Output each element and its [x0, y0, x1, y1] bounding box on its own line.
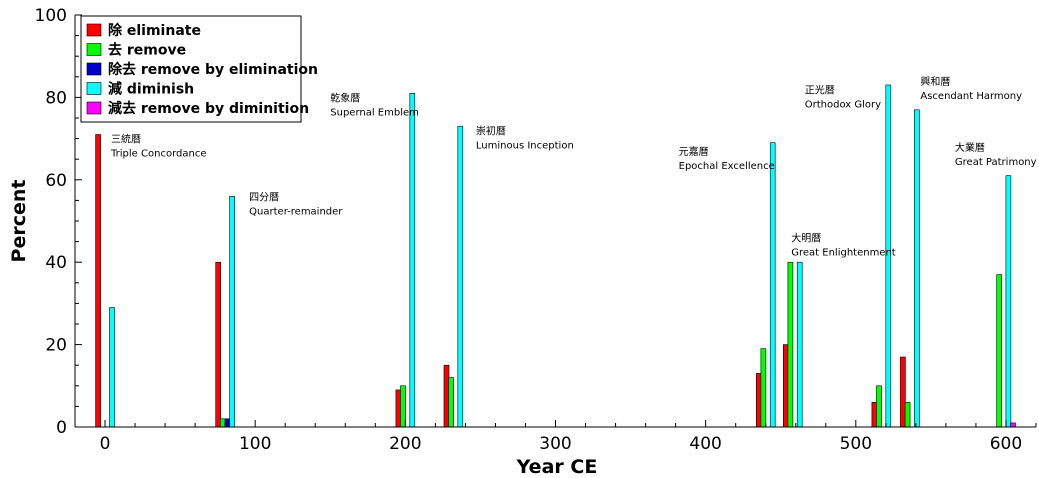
x-tick-label: 300 [539, 434, 571, 454]
bar [109, 307, 115, 428]
annotation-label-english: Ascendant Harmony [920, 91, 1022, 102]
bar [229, 196, 235, 428]
x-tick-label: 400 [689, 434, 721, 454]
axes: 0 20 40 60 80 100 0 100 200 300 400 500 600 [35, 6, 1037, 454]
annotation-label-chinese: 正光曆 [805, 83, 835, 96]
annotation-label-english: Triple Concordance [110, 149, 206, 160]
bar [796, 261, 803, 428]
x-tick-label: 0 [100, 434, 111, 454]
y-tick-label: 80 [45, 88, 67, 108]
bar [443, 364, 450, 428]
annotation-label-chinese: 四分曆 [249, 191, 279, 203]
annotation-label-chinese: 崇初曆 [476, 124, 506, 137]
y-tick-label: 0 [56, 418, 67, 438]
legend-swatch [86, 43, 102, 56]
bar [760, 348, 767, 428]
legend: 除 eliminate 去 remove 除去 remove by eliminat… [80, 15, 318, 123]
y-tick-label: 20 [45, 336, 67, 356]
annotation-label-chinese: 三統曆 [111, 133, 141, 146]
bars-layer [95, 84, 1016, 428]
bar [95, 134, 101, 428]
legend-label: 除去 remove by elimination [108, 61, 318, 78]
y-tick-label: 60 [45, 171, 67, 191]
legend-label: 減 diminish [108, 81, 194, 98]
legend-label: 去 remove [108, 42, 186, 59]
x-axis-label: Year CE [516, 456, 598, 478]
legend-swatch [86, 82, 102, 95]
bar [755, 373, 762, 428]
legend-label: 除 eliminate [108, 22, 201, 39]
annotation-label-chinese: 大業曆 [955, 141, 985, 154]
annotation-label-chinese: 元嘉曆 [679, 145, 709, 158]
bar [871, 401, 878, 428]
annotation-label-english: Supernal Emblem [330, 108, 419, 119]
bar [904, 401, 911, 428]
y-tick-label: 100 [35, 6, 67, 26]
annotation-label-english: Great Patrimony [955, 157, 1037, 168]
annotation-label-chinese: 乾象曆 [330, 92, 360, 105]
x-tick-label: 500 [840, 434, 872, 454]
bar [996, 274, 1003, 428]
bar [409, 93, 416, 428]
x-tick-label: 200 [389, 434, 421, 454]
bar [1005, 175, 1012, 428]
annotations-layer: 三統曆 Triple Concordance 四分曆 Quarter-remainde… [110, 76, 1037, 259]
bar [1010, 422, 1016, 428]
bar [913, 109, 920, 428]
legend-label: 減去 remove by diminition [108, 100, 309, 117]
bar [448, 377, 454, 428]
annotation-label-chinese: 興和曆 [920, 76, 950, 88]
legend-swatch [86, 62, 102, 76]
bar [876, 385, 882, 428]
bar [400, 385, 406, 428]
x-tick-label: 100 [239, 434, 271, 454]
legend-swatch [86, 23, 102, 37]
bar [900, 356, 906, 428]
bar [782, 344, 789, 428]
annotation-label-english: Epochal Excellence [679, 161, 775, 172]
x-tick-label: 600 [990, 434, 1022, 454]
annotation-label-chinese: 大明曆 [791, 232, 821, 245]
bar [787, 261, 794, 428]
legend-box [80, 15, 302, 123]
bar [457, 125, 464, 428]
y-axis-label: Percent [8, 180, 30, 263]
bar [220, 418, 226, 428]
bar [224, 418, 231, 428]
annotation-label-english: Orthodox Glory [805, 99, 881, 110]
annotation-label-english: Quarter-remainder [249, 206, 343, 217]
bar [215, 261, 221, 428]
annotation-label-english: Great Enlightenment [791, 248, 896, 259]
legend-swatch [86, 101, 102, 115]
bar [769, 142, 776, 428]
y-tick-label: 40 [45, 253, 67, 273]
annotation-label-english: Luminous Inception [476, 140, 574, 151]
bar [395, 389, 402, 428]
